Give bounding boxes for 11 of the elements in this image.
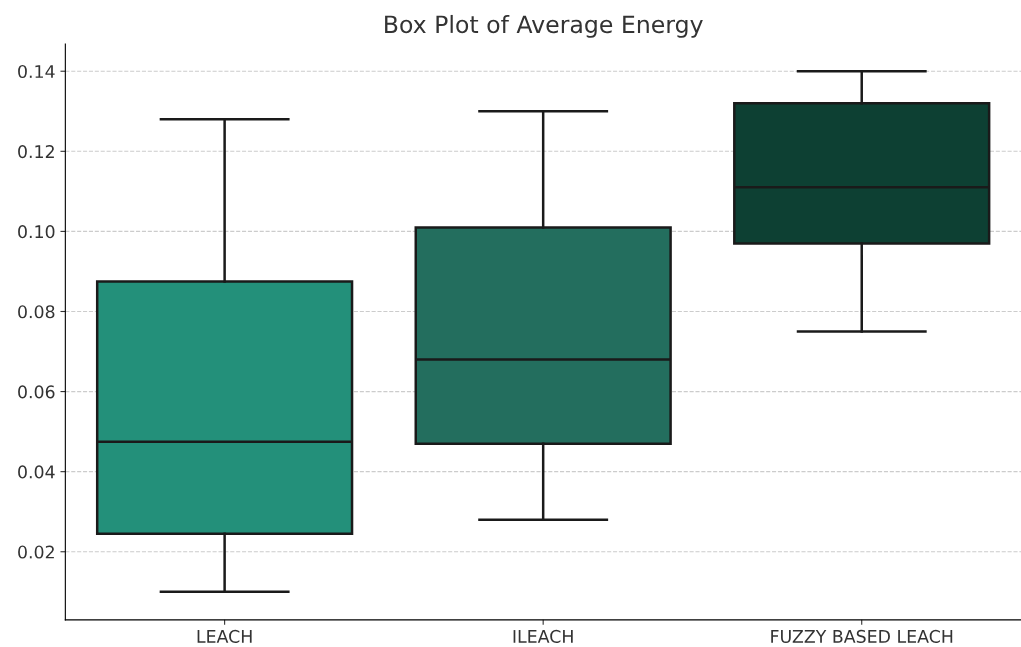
y-tick-label: 0.14 [18,64,55,79]
y-tick-label: 0.06 [18,385,55,399]
x-tick-label: FUZZY BASED LEACH [771,629,953,643]
y-tick-label: 0.10 [18,225,55,239]
y-tick-label: 0.04 [18,465,55,479]
y-tick-label: 0.02 [18,545,54,559]
y-tick-label: 0.12 [18,145,54,159]
y-tick-label: 0.08 [18,305,55,319]
x-tick-label: ILEACH [513,629,573,643]
x-tick-label: LEACH [197,629,252,643]
chart-title: Box Plot of Average Energy [385,14,703,38]
